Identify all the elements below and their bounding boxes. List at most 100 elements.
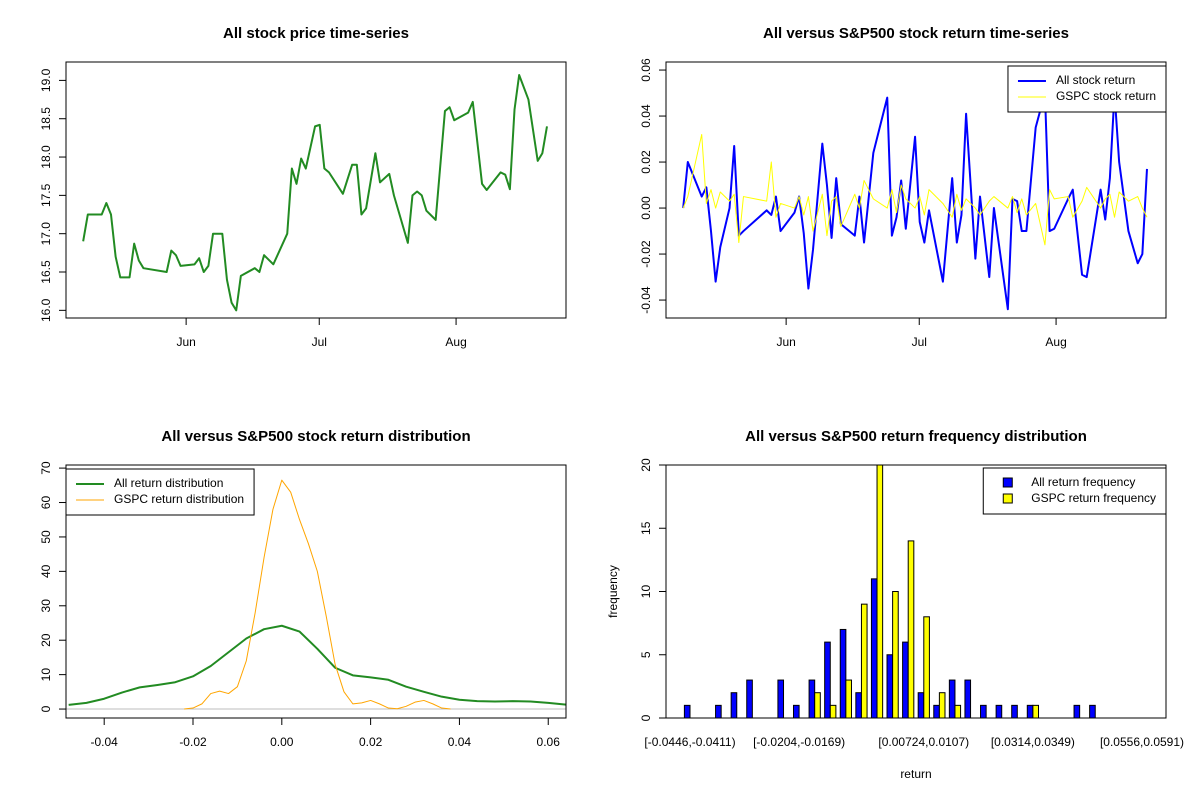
bar — [933, 704, 940, 719]
bar — [1026, 704, 1034, 719]
panel: All stock price time-series 16.0 16.5 17.0 1… — [39, 25, 567, 349]
bar — [1032, 704, 1040, 719]
y-tick-label: 50 — [39, 530, 53, 544]
bar — [808, 679, 816, 719]
legend-box — [65, 468, 255, 516]
legend-label: All stock return — [1056, 73, 1135, 87]
bar — [777, 679, 785, 719]
x-tick-label: [0.0556,0.0591) — [1100, 735, 1184, 749]
x-tick-label: [-0.0204,-0.0169) — [753, 735, 845, 749]
bar — [923, 616, 930, 719]
bar — [683, 704, 691, 719]
x-tick-label: Aug — [445, 335, 466, 349]
y-tick-label: 10 — [639, 585, 653, 599]
x-tick-label: Jun — [776, 335, 795, 349]
bar — [829, 704, 837, 719]
y-tick-label: 20 — [639, 458, 653, 472]
panel: All versus S&P500 stock return time-seri… — [639, 25, 1167, 349]
panel: All versus S&P500 stock return distribut… — [39, 428, 567, 749]
y-tick-label: 60 — [39, 496, 53, 510]
plot-area — [66, 479, 567, 710]
bar — [839, 628, 847, 719]
bar — [995, 704, 1003, 719]
x-tick-label: 0.04 — [448, 735, 472, 749]
y-tick-label: 18.5 — [39, 107, 53, 131]
plot-frame — [665, 61, 1167, 319]
y-tick-label: 16.0 — [39, 298, 53, 322]
chart-title: All stock price time-series — [223, 25, 409, 42]
plot-area — [82, 74, 548, 312]
y-tick-label: 10 — [39, 668, 53, 682]
bar — [964, 679, 972, 719]
x-tick-label: 0.02 — [359, 735, 383, 749]
series-line — [184, 479, 451, 710]
x-tick-label: -0.04 — [91, 735, 119, 749]
bar — [855, 692, 862, 719]
chart-title: All versus S&P500 stock return time-seri… — [763, 25, 1069, 42]
bar — [938, 692, 946, 719]
y-tick-label: 0.02 — [639, 150, 653, 174]
legend-label: GSPC return distribution — [114, 492, 244, 506]
bar — [917, 692, 925, 719]
bar — [860, 603, 868, 719]
series-line — [82, 74, 548, 312]
legend-swatch — [1002, 477, 1013, 488]
bar — [730, 692, 738, 719]
legend-label: All return distribution — [114, 476, 223, 490]
y-tick-label: 19.0 — [39, 68, 53, 92]
x-tick-label: [0.00724,0.0107) — [878, 735, 969, 749]
bar — [980, 704, 987, 719]
y-tick-label: 0 — [639, 714, 653, 721]
bar — [907, 540, 915, 719]
bar — [814, 692, 821, 719]
y-tick-label: 18.0 — [39, 145, 53, 169]
legend-label: GSPC stock return — [1056, 89, 1156, 103]
x-tick-label: 0.00 — [270, 735, 294, 749]
legend: All return frequency GSPC return frequenc… — [982, 467, 1167, 515]
bar — [954, 704, 962, 719]
bar — [746, 679, 753, 719]
bar — [870, 578, 878, 719]
y-tick-label: 0.06 — [639, 58, 653, 82]
y-tick-label: -0.04 — [639, 286, 653, 314]
plot-frame — [665, 464, 1167, 719]
series-line — [68, 624, 567, 706]
x-axis-label: return — [900, 767, 931, 781]
x-tick-label: Jun — [176, 335, 195, 349]
y-tick-label: 30 — [39, 599, 53, 613]
plot-frame — [65, 61, 567, 319]
bar — [902, 641, 909, 719]
y-tick-label: 15 — [639, 521, 653, 535]
bar — [824, 641, 831, 719]
legend-label: All return frequency — [1031, 475, 1135, 489]
x-tick-label: 0.06 — [537, 735, 561, 749]
chart-title: All versus S&P500 stock return distribut… — [161, 428, 470, 445]
bar — [948, 679, 956, 719]
panel: All versus S&P500 return frequency distr… — [606, 428, 1184, 781]
plot-frame — [65, 464, 567, 719]
bar — [892, 591, 899, 719]
y-tick-label: 70 — [39, 461, 53, 475]
x-tick-label: [-0.0446,-0.0411) — [644, 735, 735, 749]
y-tick-label: 5 — [639, 651, 653, 658]
series-line — [682, 133, 1148, 246]
x-tick-label: Jul — [312, 335, 327, 349]
y-tick-label: 0.00 — [639, 196, 653, 220]
legend-box — [982, 467, 1167, 515]
chart-title: All versus S&P500 return frequency distr… — [745, 428, 1087, 445]
bar — [1089, 704, 1096, 719]
y-tick-label: 20 — [39, 633, 53, 647]
bar — [886, 654, 894, 719]
y-tick-label: 0 — [39, 705, 53, 712]
x-tick-label: [0.0314,0.0349) — [991, 735, 1075, 749]
y-axis-label: frequency — [606, 565, 620, 618]
y-tick-label: 17.5 — [39, 183, 53, 207]
series-line — [682, 92, 1148, 311]
bar — [1073, 704, 1081, 719]
legend-swatch — [1002, 493, 1013, 504]
x-tick-label: Jul — [912, 335, 927, 349]
x-tick-label: Aug — [1045, 335, 1066, 349]
legend: All stock return GSPC stock return — [1007, 65, 1167, 113]
y-tick-label: 40 — [39, 564, 53, 578]
